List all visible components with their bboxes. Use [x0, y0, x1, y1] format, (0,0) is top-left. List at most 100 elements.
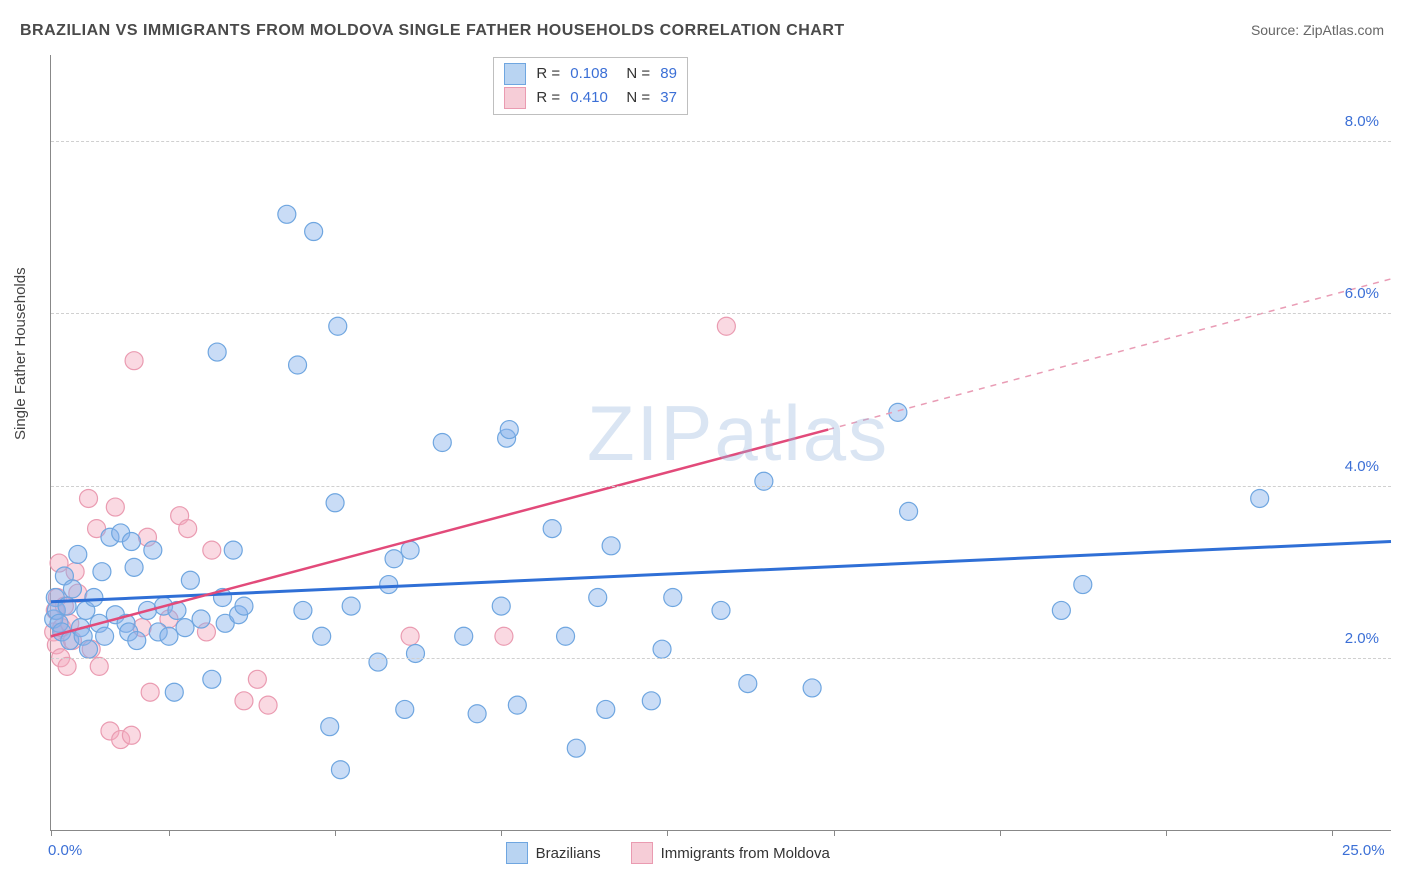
legend-label: Brazilians — [536, 845, 601, 862]
trend-line-brazilians — [51, 542, 1391, 602]
data-point — [508, 696, 526, 714]
x-tick — [1332, 830, 1333, 836]
data-point — [597, 700, 615, 718]
data-point — [181, 571, 199, 589]
source-attribution: Source: ZipAtlas.com — [1251, 22, 1384, 38]
y-tick-label: 6.0% — [1345, 285, 1379, 302]
data-point — [396, 700, 414, 718]
y-tick-label: 2.0% — [1345, 630, 1379, 647]
y-axis-title: Single Father Households — [12, 267, 29, 440]
series-legend: Brazilians Immigrants from Moldova — [506, 842, 830, 864]
gridline — [51, 658, 1391, 659]
data-point — [326, 494, 344, 512]
legend-swatch — [504, 63, 526, 85]
legend-n-label: N = — [614, 62, 650, 86]
data-point — [122, 726, 140, 744]
legend-label: Immigrants from Moldova — [661, 845, 830, 862]
data-point — [208, 343, 226, 361]
data-point — [278, 205, 296, 223]
trend-line-moldova-extrapolated — [828, 279, 1391, 430]
data-point — [141, 683, 159, 701]
data-point — [125, 352, 143, 370]
legend-row: R = 0.108 N = 89 — [504, 62, 677, 86]
gridline — [51, 486, 1391, 487]
data-point — [235, 692, 253, 710]
data-point — [160, 627, 178, 645]
data-point — [455, 627, 473, 645]
legend-swatch — [504, 87, 526, 109]
legend-swatch — [506, 842, 528, 864]
data-point — [305, 223, 323, 241]
data-point — [406, 644, 424, 662]
data-point — [589, 589, 607, 607]
data-point — [93, 563, 111, 581]
data-point — [165, 683, 183, 701]
data-point — [192, 610, 210, 628]
data-point — [755, 472, 773, 490]
data-point — [653, 640, 671, 658]
data-point — [294, 601, 312, 619]
x-tick — [335, 830, 336, 836]
data-point — [176, 619, 194, 637]
data-point — [642, 692, 660, 710]
x-tick — [667, 830, 668, 836]
correlation-legend: R = 0.108 N = 89 R = 0.410 N = 37 — [493, 57, 688, 115]
data-point — [385, 550, 403, 568]
x-tick — [501, 830, 502, 836]
y-tick-label: 4.0% — [1345, 458, 1379, 475]
data-point — [495, 627, 513, 645]
legend-n-value: 37 — [656, 86, 677, 110]
data-point — [90, 657, 108, 675]
x-axis-min-label: 0.0% — [48, 842, 82, 859]
x-tick — [834, 830, 835, 836]
data-point — [1251, 489, 1269, 507]
data-point — [58, 657, 76, 675]
x-tick — [1166, 830, 1167, 836]
data-point — [96, 627, 114, 645]
legend-r-value: 0.410 — [566, 86, 608, 110]
data-point — [329, 317, 347, 335]
data-point — [331, 761, 349, 779]
legend-r-label: R = — [532, 62, 560, 86]
x-axis-max-label: 25.0% — [1342, 842, 1385, 859]
data-point — [313, 627, 331, 645]
data-point — [1052, 601, 1070, 619]
data-point — [567, 739, 585, 757]
x-tick — [169, 830, 170, 836]
legend-n-value: 89 — [656, 62, 677, 86]
gridline — [51, 313, 1391, 314]
data-point — [433, 434, 451, 452]
data-point — [259, 696, 277, 714]
data-point — [144, 541, 162, 559]
data-point — [900, 502, 918, 520]
y-tick-label: 8.0% — [1345, 113, 1379, 130]
scatter-chart-svg — [51, 55, 1391, 830]
legend-swatch — [631, 842, 653, 864]
data-point — [80, 489, 98, 507]
trend-line-moldova — [51, 430, 828, 637]
data-point — [63, 580, 81, 598]
data-point — [369, 653, 387, 671]
data-point — [1074, 576, 1092, 594]
data-point — [125, 558, 143, 576]
data-point — [203, 541, 221, 559]
legend-item: Immigrants from Moldova — [631, 842, 830, 864]
data-point — [557, 627, 575, 645]
data-point — [342, 597, 360, 615]
legend-r-label: R = — [532, 86, 560, 110]
data-point — [69, 545, 87, 563]
data-point — [712, 601, 730, 619]
data-point — [235, 597, 253, 615]
data-point — [492, 597, 510, 615]
legend-r-value: 0.108 — [566, 62, 608, 86]
data-point — [717, 317, 735, 335]
data-point — [739, 675, 757, 693]
x-tick — [51, 830, 52, 836]
data-point — [401, 627, 419, 645]
data-point — [248, 670, 266, 688]
data-point — [803, 679, 821, 697]
data-point — [664, 589, 682, 607]
data-point — [602, 537, 620, 555]
legend-n-label: N = — [614, 86, 650, 110]
data-point — [321, 718, 339, 736]
